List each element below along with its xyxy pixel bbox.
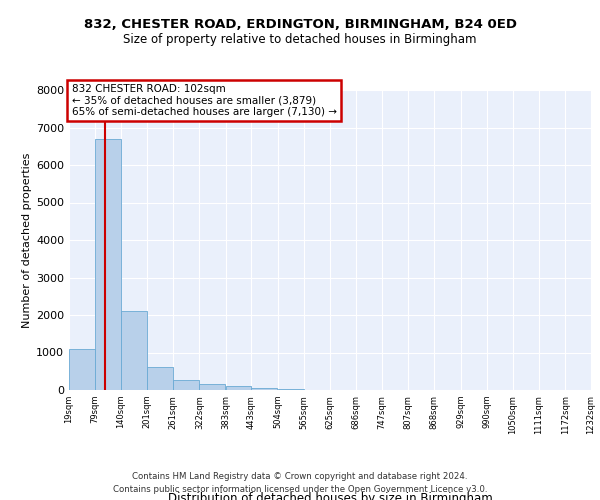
Bar	[199, 384, 225, 390]
Text: 832, CHESTER ROAD, ERDINGTON, BIRMINGHAM, B24 0ED: 832, CHESTER ROAD, ERDINGTON, BIRMINGHAM…	[83, 18, 517, 30]
Bar	[251, 388, 277, 390]
Bar	[278, 389, 304, 390]
Text: Contains public sector information licensed under the Open Government Licence v3: Contains public sector information licen…	[113, 484, 487, 494]
Text: 832 CHESTER ROAD: 102sqm
← 35% of detached houses are smaller (3,879)
65% of sem: 832 CHESTER ROAD: 102sqm ← 35% of detach…	[71, 84, 337, 117]
Bar	[121, 311, 147, 390]
Bar	[173, 380, 199, 390]
Bar	[148, 367, 173, 390]
Y-axis label: Number of detached properties: Number of detached properties	[22, 152, 32, 328]
Bar	[69, 349, 95, 390]
Text: Contains HM Land Registry data © Crown copyright and database right 2024.: Contains HM Land Registry data © Crown c…	[132, 472, 468, 481]
Bar	[226, 386, 251, 390]
Bar	[95, 138, 121, 390]
X-axis label: Distribution of detached houses by size in Birmingham: Distribution of detached houses by size …	[167, 492, 493, 500]
Text: Size of property relative to detached houses in Birmingham: Size of property relative to detached ho…	[123, 32, 477, 46]
